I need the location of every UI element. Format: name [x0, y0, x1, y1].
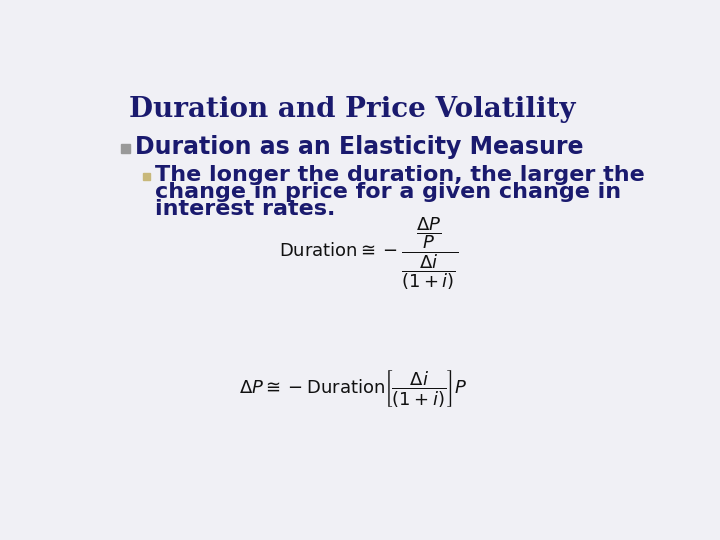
Bar: [121, 144, 130, 153]
Bar: [143, 173, 150, 180]
Text: Duration and Price Volatility: Duration and Price Volatility: [129, 96, 575, 123]
Text: $\Delta P \cong - \mathregular{Duration} \left[ \dfrac{\Delta i}{(1+i)} \right] : $\Delta P \cong - \mathregular{Duration}…: [240, 368, 467, 409]
Text: change in price for a given change in: change in price for a given change in: [155, 182, 621, 202]
Text: The longer the duration, the larger the: The longer the duration, the larger the: [155, 165, 645, 185]
Text: $\mathregular{Duration} \cong - \dfrac{\dfrac{\Delta P}{P}}{\dfrac{\Delta i}{(1+: $\mathregular{Duration} \cong - \dfrac{\…: [279, 215, 459, 292]
Text: interest rates.: interest rates.: [155, 199, 336, 219]
Text: Duration as an Elasticity Measure: Duration as an Elasticity Measure: [135, 135, 583, 159]
